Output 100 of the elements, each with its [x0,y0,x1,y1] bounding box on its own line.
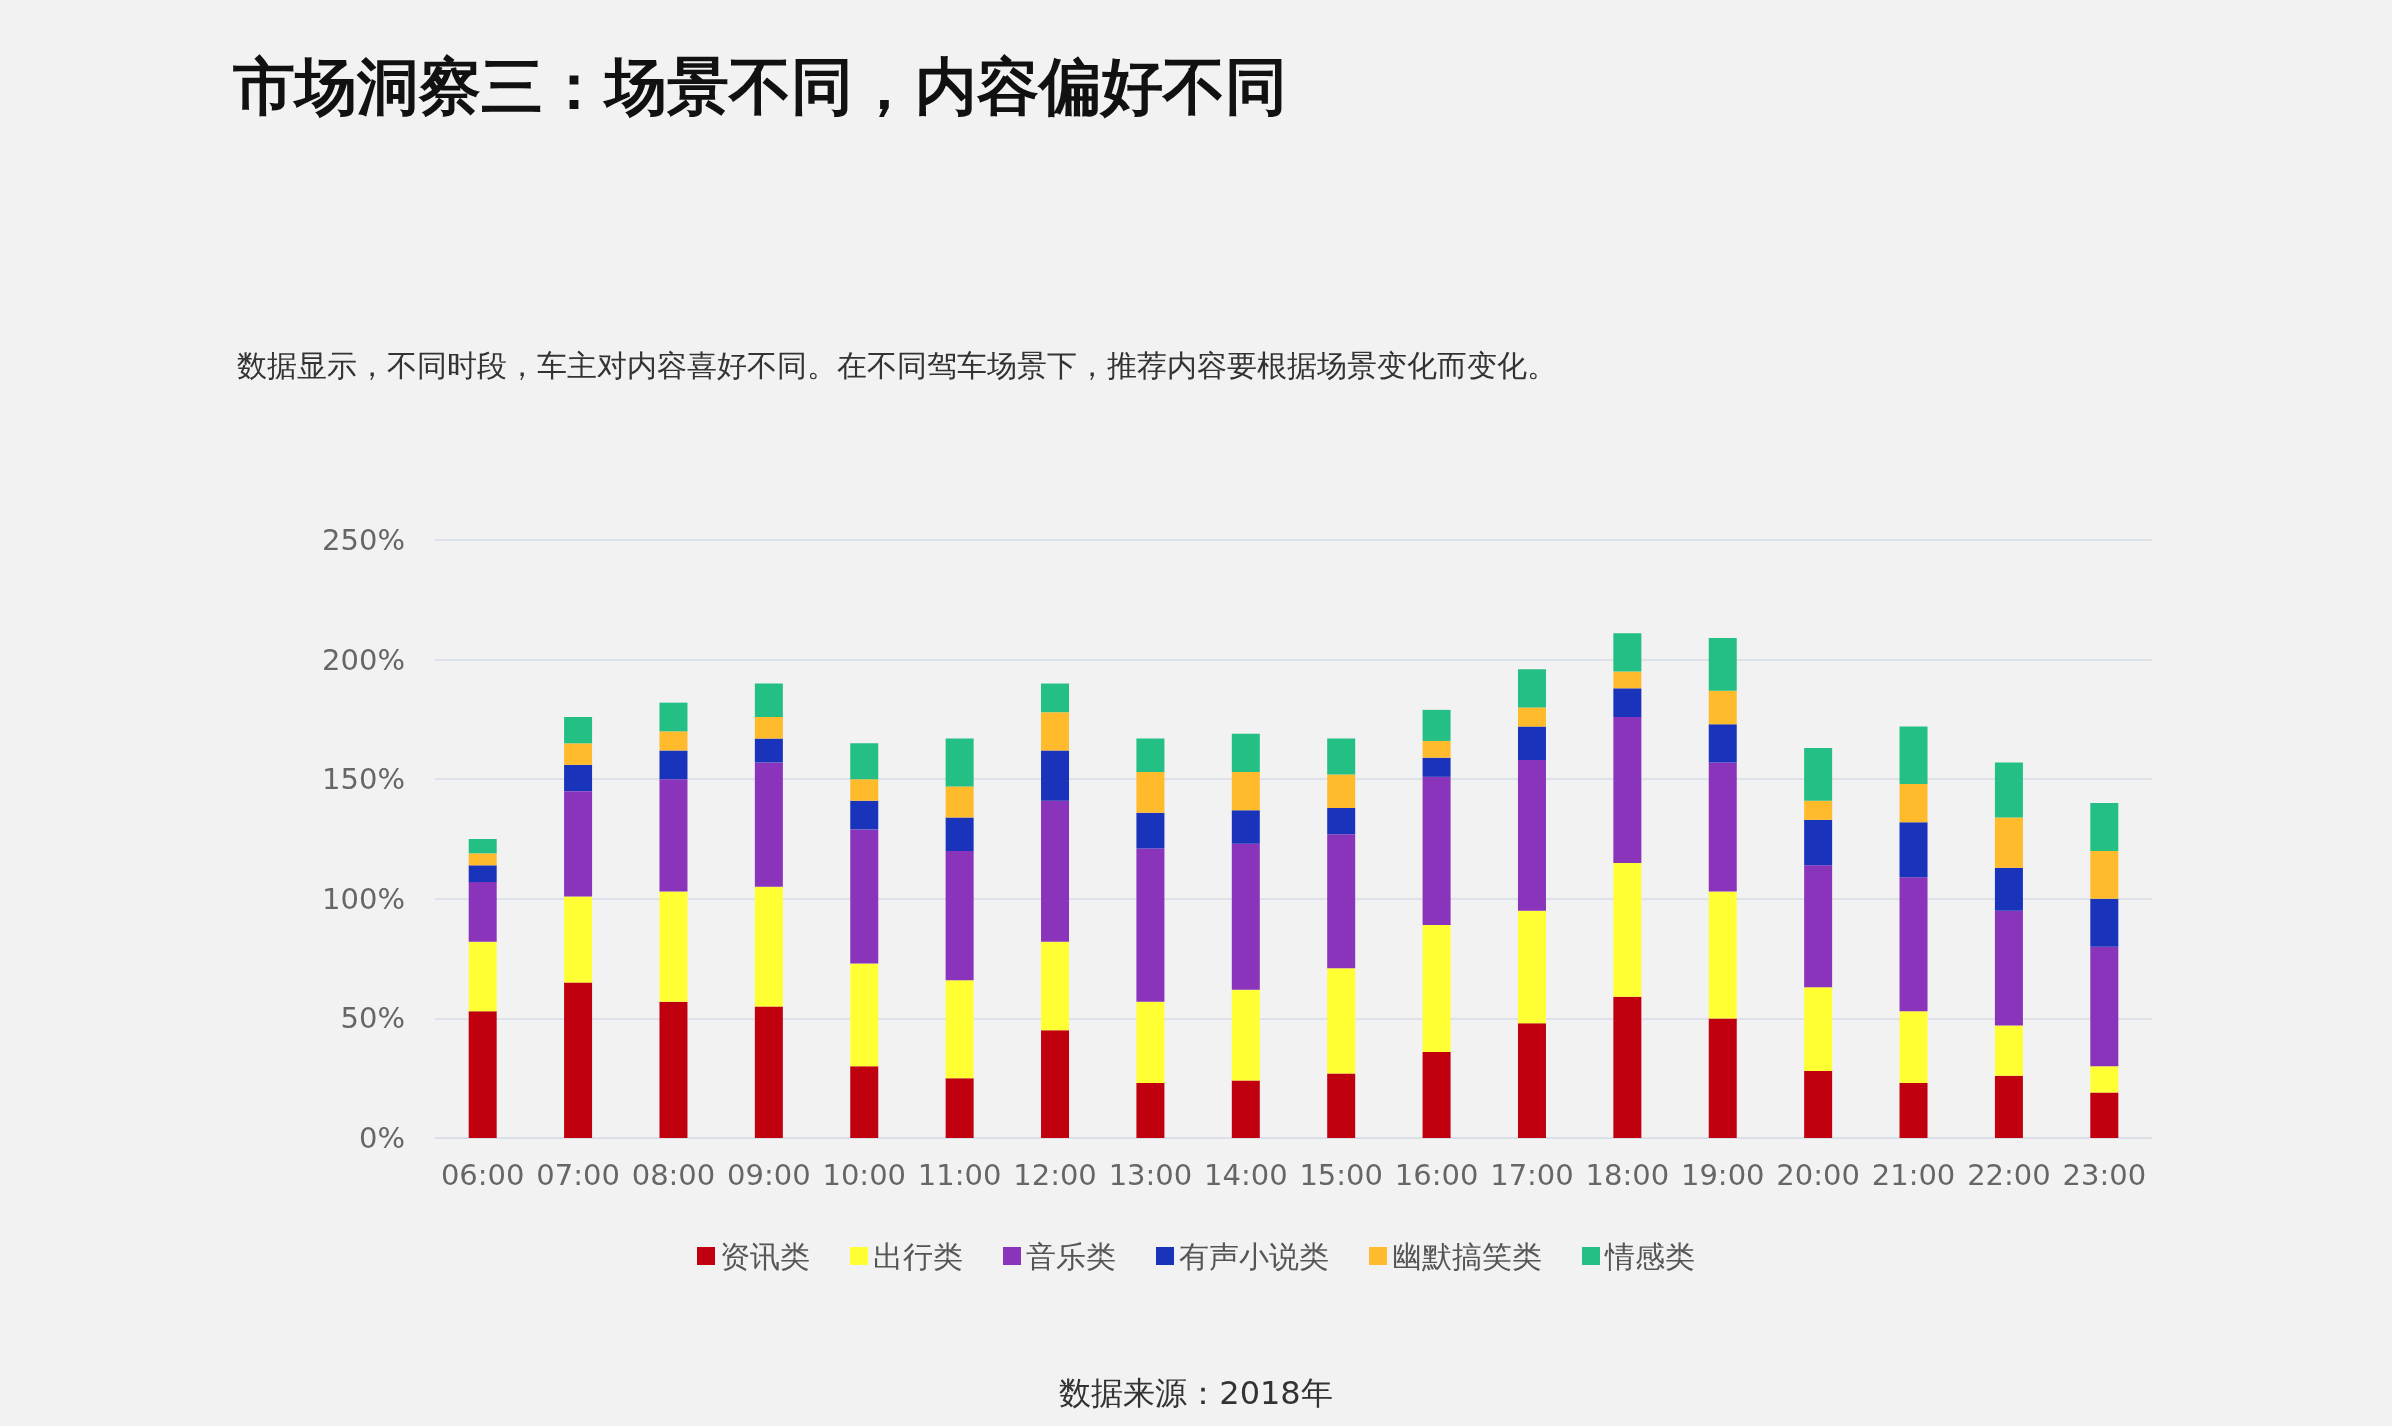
bar [1231,843,1260,990]
x-tick-label: 20:00 [1776,1157,1860,1192]
x-tick-label: 13:00 [1108,1157,1193,1192]
bar [1899,877,1928,1012]
bar [1231,810,1260,844]
legend-label: 资讯类 [720,1238,810,1274]
x-tick-label: 10:00 [822,1157,907,1192]
bar [1517,669,1546,708]
bar [1136,1082,1165,1138]
bar [1422,1051,1451,1138]
legend-label: 有声小说类 [1179,1238,1329,1274]
bar [1517,910,1546,1024]
bar [754,738,783,763]
bar [564,791,593,897]
bar [2090,1066,2119,1093]
bar [1613,633,1642,672]
bar [945,817,974,851]
bar [754,762,783,887]
bar [1708,724,1737,763]
legend-label: 出行类 [873,1238,963,1274]
source-note: 数据来源：2018年 [1059,1374,1333,1412]
bar [564,982,593,1138]
x-tick-label: 16:00 [1394,1157,1479,1192]
bar [754,683,783,718]
bar [1708,891,1737,1019]
bar [2090,803,2119,851]
bar [2090,1092,2119,1138]
bar [1899,783,1928,823]
bar [945,738,974,787]
legend-label: 幽默搞笑类 [1392,1238,1542,1274]
bar [1136,772,1165,813]
y-tick-label: 0% [358,1121,405,1155]
y-tick-label: 200% [322,642,405,677]
bar [1327,738,1356,775]
bar [1899,822,1928,878]
bar [468,839,497,854]
bar [1136,738,1165,773]
bar [1517,1023,1546,1138]
bar [1231,733,1260,773]
bar [2090,946,2119,1067]
bar [468,882,497,942]
bar [1899,726,1928,784]
bar [1422,925,1451,1052]
bar [1041,800,1070,942]
x-tick-label: 09:00 [727,1157,811,1192]
chart-title: 市场洞察三：场景不同，内容偏好不同 [232,49,1287,123]
bar [1136,812,1165,849]
x-tick-label: 17:00 [1490,1157,1574,1192]
bar [1994,762,2023,818]
bar [1422,776,1451,926]
bar [1899,1011,1928,1083]
x-tick-label: 11:00 [917,1157,1002,1192]
bar [1613,688,1642,718]
bar [850,779,879,801]
bar [564,896,593,983]
bar [1708,762,1737,892]
bar [1994,817,2023,868]
bar [1994,1025,2023,1076]
bar [1804,987,1833,1072]
bar [945,1078,974,1138]
bar [1994,867,2023,911]
bar [1327,834,1356,969]
bar [1136,848,1165,1002]
x-tick-label: 06:00 [440,1157,525,1192]
bar [1327,807,1356,835]
bar [1804,819,1833,866]
chart-subtitle: 数据显示，不同时段，车主对内容喜好不同。在不同驾车场景下，推荐内容要根据场景变化而变化。 [237,347,1557,383]
bar [754,1006,783,1138]
bar [754,886,783,1007]
bar [2090,850,2119,899]
bar [1613,996,1642,1138]
x-tick-label: 22:00 [1967,1157,2051,1192]
bar [1613,862,1642,997]
bar [1708,1018,1737,1138]
bar [1804,865,1833,988]
bar [1231,772,1260,811]
bar [659,702,688,732]
y-tick-label: 50% [340,1001,405,1036]
bar [945,850,974,981]
legend-label: 情感类 [1604,1238,1695,1274]
x-tick-label: 07:00 [536,1157,620,1192]
bar [659,731,688,751]
bar [1899,1082,1928,1138]
bar [754,717,783,739]
bar [1231,1080,1260,1138]
bar [1994,1075,2023,1138]
bar [1994,910,2023,1026]
bar [1517,707,1546,727]
bar [850,800,879,830]
bar [850,1066,879,1138]
bar [2090,898,2119,947]
x-tick-label: 08:00 [631,1157,716,1192]
bar [468,941,497,1012]
y-tick-label: 100% [322,881,405,916]
bar [945,786,974,818]
bar [1327,1073,1356,1138]
bar [850,963,879,1067]
bar [1041,1030,1070,1138]
bar [1041,712,1070,751]
bar [1041,683,1070,713]
